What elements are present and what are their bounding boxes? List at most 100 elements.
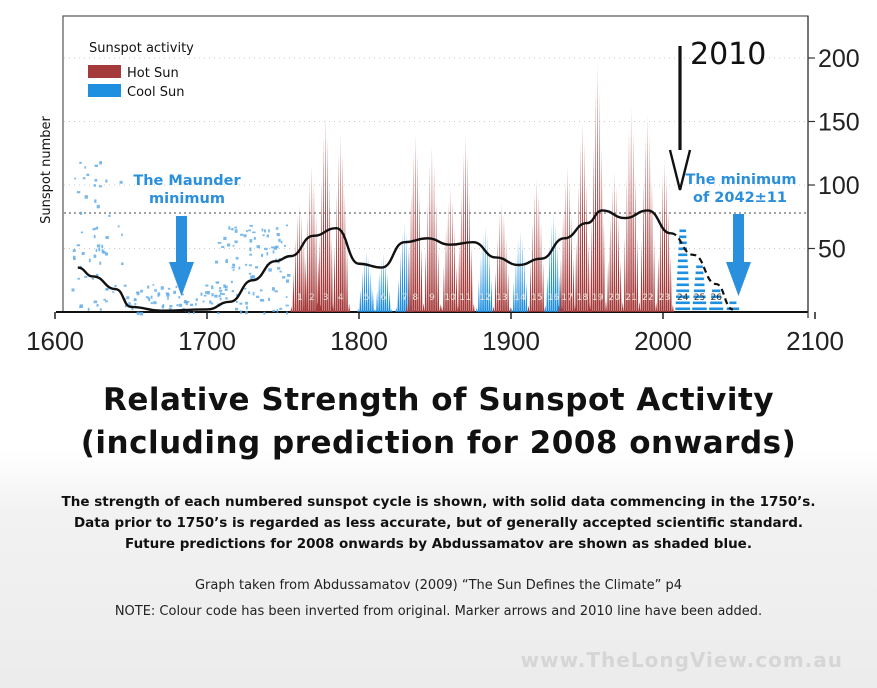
- cycle-spike: [315, 214, 317, 312]
- scatter-mark: [173, 290, 177, 294]
- cycle-spike: [496, 238, 499, 312]
- cycle-spike: [333, 246, 336, 312]
- scatter-mark: [169, 304, 173, 308]
- scatter-mark: [266, 234, 269, 238]
- cycle-label: 15: [531, 293, 542, 303]
- cycle-spike: [449, 187, 452, 312]
- prediction-stripe: [695, 277, 704, 281]
- cycle-spike: [374, 309, 376, 312]
- cycle-bar: [456, 134, 475, 312]
- scatter-mark: [221, 293, 225, 295]
- cycle-label: 24: [677, 293, 689, 303]
- cycle-spike: [346, 246, 348, 312]
- cycle-spike: [426, 201, 429, 312]
- scatter-mark: [218, 289, 223, 292]
- scatter-mark: [279, 307, 283, 310]
- cycle-bar: [709, 289, 724, 311]
- cycle-spike: [320, 180, 323, 312]
- cycle-spike: [548, 245, 551, 312]
- prediction-stripe: [677, 265, 688, 269]
- cycle-spike: [605, 305, 607, 312]
- cycle-label: 9: [429, 293, 435, 303]
- scatter-mark: [276, 309, 279, 313]
- scatter-mark: [193, 311, 195, 314]
- scatter-mark: [283, 244, 286, 248]
- cycle-spike: [515, 257, 517, 312]
- scatter-mark: [185, 301, 188, 306]
- scatter-mark: [259, 299, 262, 302]
- cycle-spike: [519, 230, 522, 312]
- cycle-spike: [376, 290, 378, 312]
- cycle-spike: [348, 303, 351, 312]
- cycle-spike: [296, 214, 299, 312]
- website-watermark: www.TheLongView.com.au: [520, 648, 843, 672]
- cycle-spike: [462, 153, 465, 312]
- scatter-mark: [245, 263, 248, 266]
- scatter-mark: [98, 185, 103, 188]
- prediction-stripe: [729, 301, 737, 305]
- cycle-spike: [337, 153, 340, 312]
- cycle-spike: [556, 245, 559, 312]
- y-tick-label: 150: [818, 109, 860, 137]
- scatter-mark: [96, 204, 100, 209]
- cycle-label: 8: [412, 293, 418, 303]
- legend: Sunspot activity Hot Sun Cool Sun: [88, 41, 194, 100]
- scatter-mark: [234, 226, 237, 229]
- cycle-spike: [357, 308, 360, 312]
- cycle-spike: [464, 134, 467, 312]
- cycle-spike: [651, 180, 653, 312]
- scatter-mark: [102, 250, 106, 254]
- cycle-bar: [374, 253, 393, 312]
- cycle-spike: [361, 271, 364, 312]
- scatter-mark: [79, 161, 82, 164]
- cycle-spike: [623, 237, 626, 312]
- scatter-mark: [232, 244, 235, 247]
- scatter-mark: [286, 274, 291, 277]
- cycle-bar: [621, 108, 641, 312]
- cycle-bars: [290, 64, 740, 313]
- cycle-spike: [596, 64, 599, 312]
- cycle-spike: [410, 192, 412, 312]
- scatter-mark: [94, 179, 98, 182]
- x-tick-label: 2100: [786, 326, 844, 356]
- prediction-stripe: [693, 295, 706, 299]
- cycle-bar: [316, 115, 335, 313]
- cycle-spike: [395, 307, 398, 312]
- cycle-spike: [405, 303, 408, 312]
- cycle-spike: [298, 202, 301, 312]
- prediction-stripe: [676, 289, 690, 293]
- scatter-mark: [161, 305, 164, 309]
- scatter-mark: [84, 195, 88, 199]
- cycle-label: 2: [309, 293, 315, 303]
- scatter-mark: [211, 293, 214, 297]
- cycle-spike: [510, 307, 513, 312]
- scatter-mark: [189, 303, 194, 307]
- scatter-mark: [121, 233, 123, 236]
- scatter-mark: [230, 280, 233, 284]
- scatter-mark: [234, 240, 238, 244]
- scatter-mark: [178, 303, 183, 307]
- year-marker-arrow-icon: [668, 46, 692, 191]
- cycle-bar: [510, 230, 530, 312]
- cycle-spike: [388, 290, 391, 312]
- scatter-mark: [219, 297, 222, 301]
- scatter-mark: [253, 236, 256, 240]
- cycle-spike: [525, 282, 528, 312]
- cycle-spike: [594, 91, 597, 312]
- cycle-spike: [303, 238, 305, 312]
- cycle-spike: [460, 192, 463, 312]
- minimum-label-line2: of 2042±11: [693, 190, 787, 206]
- cycle-spike: [607, 260, 609, 312]
- scatter-mark: [76, 191, 81, 194]
- x-tick-label: 2000: [634, 326, 692, 356]
- prediction-stripe: [677, 271, 689, 275]
- scatter-mark: [165, 292, 169, 295]
- caption-line2: Data prior to 1750’s is regarded as less…: [73, 515, 804, 531]
- cycle-spike: [339, 134, 342, 312]
- cycle-spike: [318, 239, 321, 312]
- cycle-spike: [626, 175, 628, 312]
- scatter-mark: [262, 234, 265, 237]
- cycle-spike: [422, 303, 425, 312]
- scatter-mark: [286, 311, 288, 315]
- scatter-mark: [249, 224, 253, 227]
